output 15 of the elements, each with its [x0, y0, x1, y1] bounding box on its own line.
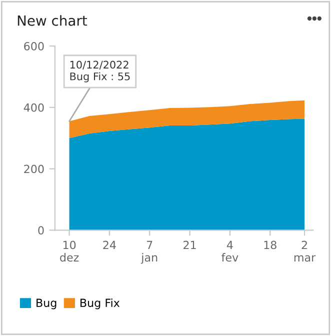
y-tick-label: 600	[24, 42, 44, 50]
x-tick-label: 4 fev	[222, 240, 238, 262]
x-tick-label: 10 dez	[60, 240, 79, 262]
x-tick-label: 21	[184, 240, 196, 250]
annotation: 10/12/2022 Bug Fix : 55	[70, 60, 130, 82]
legend-label: Bug	[36, 298, 56, 310]
x-tick-label: 18	[264, 240, 276, 250]
y-tick-label: 200	[24, 164, 44, 174]
x-tick-label: 2 mar	[294, 240, 316, 262]
legend-label: Bug Fix	[80, 298, 120, 310]
chart-title: New chart	[18, 15, 88, 26]
y-tick-label: 400	[24, 103, 44, 112]
y-tick-label: 0	[38, 226, 44, 235]
x-tick-label: 24	[103, 240, 116, 250]
x-tick-label: 7 jan	[140, 240, 158, 264]
